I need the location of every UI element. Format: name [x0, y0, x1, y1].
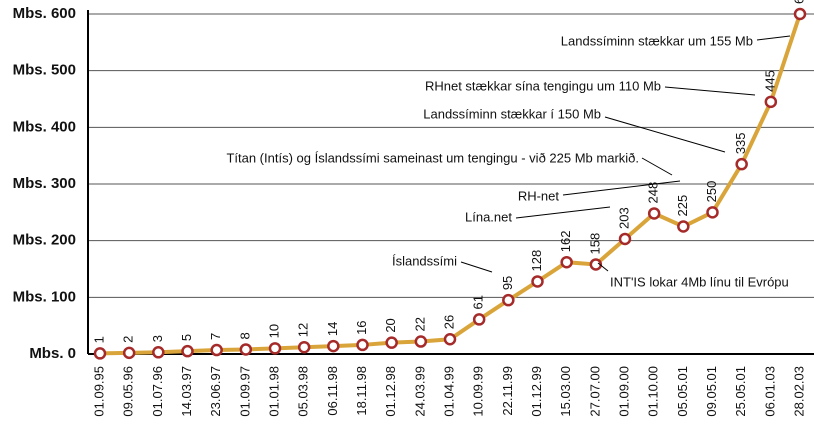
data-point: [647, 207, 661, 220]
y-tick-label: Mbs. 300: [13, 175, 76, 192]
value-label: 335: [733, 132, 748, 154]
x-tick-label: 01.01.98: [266, 366, 281, 417]
value-label: 10: [266, 324, 281, 338]
value-label: 14: [325, 322, 340, 336]
x-tick-label: 05.05.01: [675, 366, 690, 417]
value-label: 225: [675, 195, 690, 217]
data-point: [122, 346, 136, 360]
x-tick-label: 15.03.00: [558, 366, 573, 417]
annotation-leader: [562, 180, 681, 196]
y-tick-label: Mbs. 200: [13, 232, 76, 249]
value-label: 158: [587, 233, 602, 255]
x-tick-label: 10.09.99: [471, 366, 486, 417]
annotation-leader: [604, 116, 726, 153]
x-tick-label: 24.03.99: [412, 366, 427, 417]
value-label: 445: [762, 70, 777, 92]
data-point: [677, 220, 690, 233]
x-tick-label: 22.11.99: [500, 366, 515, 416]
x-tick-label: 01.09.00: [616, 366, 631, 417]
x-tick-label: 14.03.97: [179, 366, 194, 417]
x-tick-label: 09.05.01: [704, 366, 719, 417]
x-tick-label: 06.11.98: [325, 366, 340, 416]
annotation-leader: [641, 157, 673, 176]
data-point: [764, 95, 778, 109]
data-point: [268, 342, 282, 355]
annotation-leader: [515, 206, 611, 219]
data-point: [356, 338, 369, 352]
value-label: 7: [208, 333, 223, 340]
x-tick-label: 06.01.03: [762, 366, 777, 417]
annotation: Landssíminn stækkar um 155 Mb: [561, 33, 753, 48]
value-label: 3: [150, 335, 165, 342]
data-point: [735, 157, 748, 171]
data-point: [210, 343, 223, 357]
data-point: [706, 206, 719, 219]
x-tick-label: 09.05.96: [121, 366, 136, 417]
x-tick-label: 25.05.01: [733, 366, 748, 417]
x-tick-label: 01.07.96: [150, 366, 165, 417]
data-point: [589, 258, 603, 271]
value-label: 22: [412, 317, 427, 331]
x-tick-label: 01.09.95: [91, 366, 106, 417]
data-point: [560, 255, 573, 269]
data-point: [443, 333, 457, 346]
data-point: [472, 313, 486, 326]
data-point: [93, 347, 107, 360]
value-label: 16: [354, 320, 369, 334]
value-label: 95: [500, 276, 515, 290]
data-point: [152, 346, 165, 359]
value-label: 162: [558, 230, 573, 252]
x-tick-label: 01.04.99: [441, 366, 456, 417]
value-label: 61: [471, 295, 486, 309]
value-label: 20: [383, 318, 398, 332]
value-label: 1: [91, 336, 106, 343]
x-tick-label: 01.12.99: [529, 366, 544, 417]
x-tick-label: 01.09.97: [237, 366, 252, 417]
x-tick-label: 05.03.98: [296, 366, 311, 417]
annotation: INT'IS lokar 4Mb línu til Evrópu: [610, 274, 789, 289]
x-tick-label: 01.10.00: [646, 366, 661, 417]
annotation-leader: [756, 35, 791, 41]
value-label: 250: [704, 181, 719, 203]
y-tick-label: Mbs. 500: [13, 62, 76, 79]
annotation-leader: [664, 86, 756, 96]
annotation: RH-net: [518, 188, 560, 203]
data-point: [618, 232, 632, 246]
value-label: 128: [529, 250, 544, 272]
x-tick-label: 01.12.98: [383, 366, 398, 417]
x-tick-label: 27.07.00: [587, 366, 602, 417]
value-label: 12: [296, 323, 311, 337]
annotation: RHnet stækkar sína tengingu um 110 Mb: [425, 78, 661, 93]
value-label: 2: [121, 336, 136, 343]
value-label: 8: [237, 332, 252, 339]
data-point: [793, 7, 807, 21]
x-tick-label: 23.06.97: [208, 366, 223, 417]
annotation: Íslandssími: [392, 253, 457, 268]
data-point: [297, 340, 311, 354]
value-label: 5: [179, 334, 194, 341]
y-tick-label: Mbs. 100: [13, 288, 76, 305]
data-point: [327, 339, 340, 353]
data-point: [502, 293, 515, 307]
data-point: [385, 336, 398, 349]
value-label: 600: [791, 0, 806, 4]
y-tick-label: Mbs. 0: [29, 345, 76, 362]
annotation-leader: [460, 261, 493, 273]
data-point: [239, 343, 253, 356]
annotation-leader: [597, 262, 609, 272]
annotation: Lína.net: [465, 209, 512, 224]
value-label: 26: [441, 315, 456, 329]
value-label: 248: [646, 182, 661, 204]
annotation: Títan (Intís) og Íslandssími sameinast u…: [226, 150, 639, 165]
annotation: Landssíminn stækkar í 150 Mb: [423, 106, 601, 121]
data-point: [414, 335, 428, 348]
data-point: [531, 275, 544, 288]
y-tick-label: Mbs. 400: [13, 118, 76, 135]
data-point: [181, 344, 194, 358]
x-tick-label: 28.02.03: [791, 366, 806, 417]
x-tick-label: 18.11.98: [354, 366, 369, 416]
y-tick-label: Mbs. 600: [13, 5, 76, 22]
value-label: 203: [616, 207, 631, 229]
